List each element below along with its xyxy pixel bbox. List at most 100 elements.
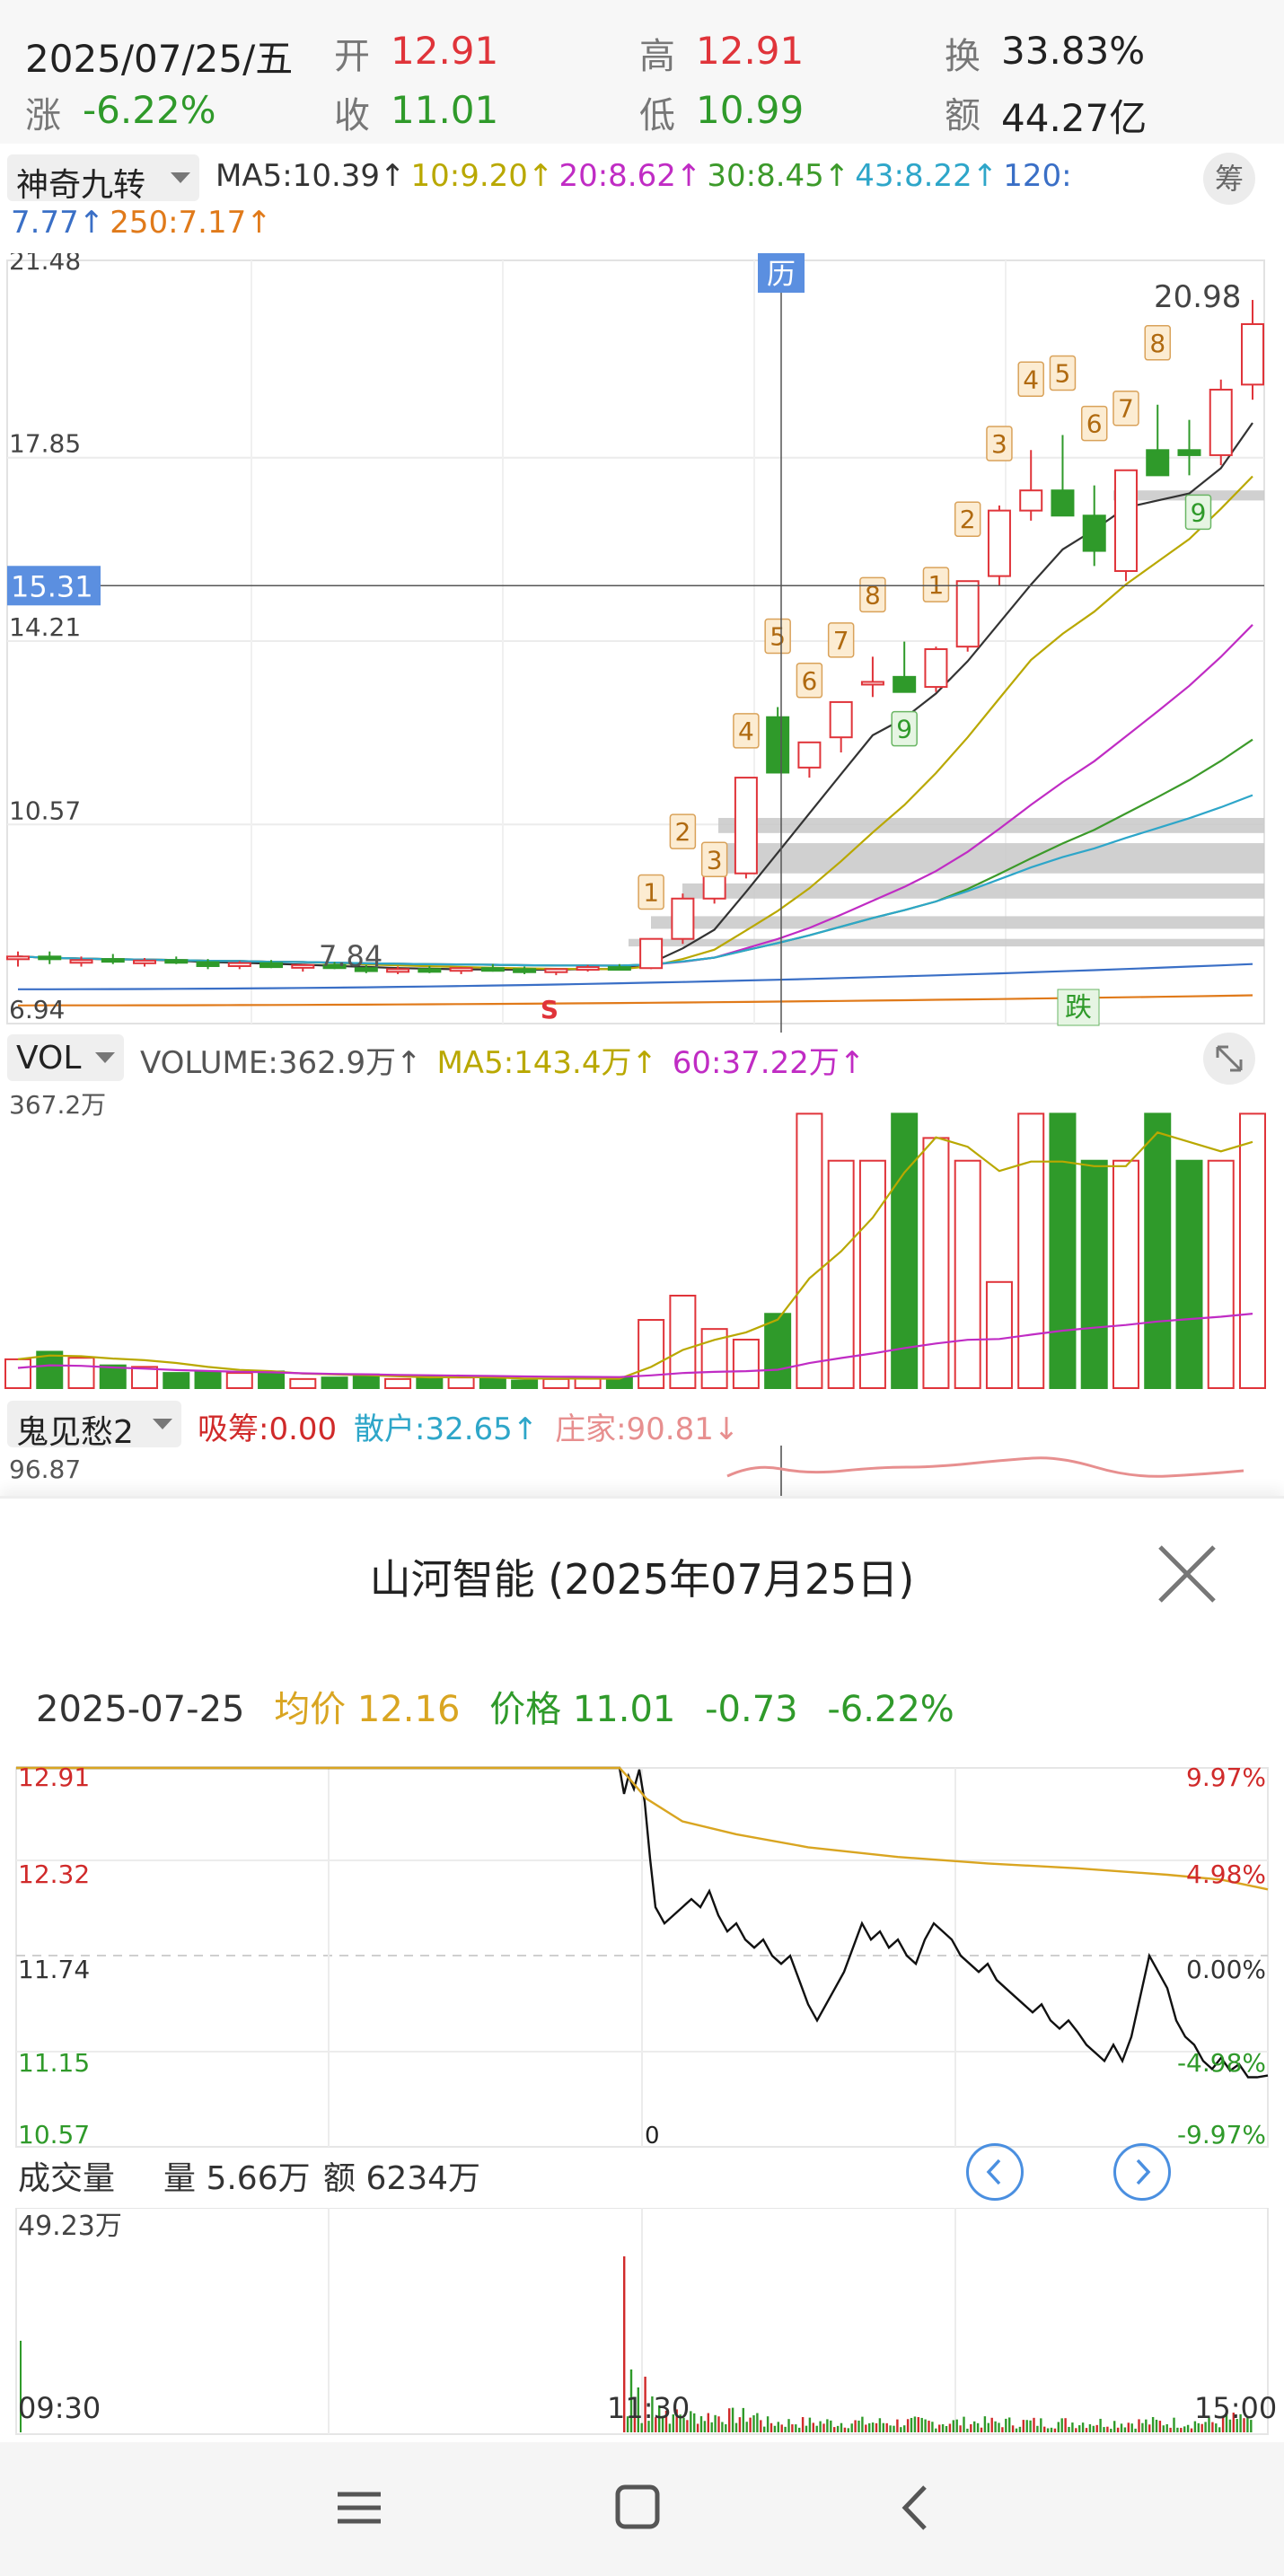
intraday-left-label-1: 12.32 — [18, 1859, 90, 1889]
iv-bar-141 — [1116, 2427, 1120, 2432]
vol-name: VOL — [16, 1040, 82, 1077]
iv-bar-83 — [913, 2416, 917, 2432]
nine-count-text-16: 8 — [1149, 329, 1165, 358]
prev-day-button[interactable] — [966, 2143, 1024, 2201]
back-button[interactable] — [880, 2476, 952, 2539]
iv-bar-58 — [826, 2419, 829, 2432]
intraday-left-label-2: 11.74 — [18, 1955, 90, 1984]
third-indicator-selector[interactable]: 鬼见愁2 — [7, 1401, 181, 1451]
iv-bar-56 — [819, 2421, 822, 2432]
iv-bar-146 — [1134, 2428, 1137, 2432]
vol-selector[interactable]: VOL — [7, 1034, 124, 1081]
volume-bar-13 — [416, 1376, 444, 1390]
iv-bar-121 — [1046, 2428, 1050, 2432]
low-value: 10.99 — [696, 88, 805, 132]
iv-bar-open — [20, 2341, 22, 2432]
iv-bar-76 — [889, 2425, 892, 2432]
candle-body-8 — [259, 962, 284, 969]
intraday-volume-grid — [15, 2208, 1269, 2435]
volume-bar-37 — [1175, 1159, 1203, 1389]
iv-bar-120 — [1043, 2426, 1046, 2432]
iv-bar-34 — [742, 2407, 744, 2432]
ma-value-4: 43:8.22↑ — [855, 158, 998, 194]
iv-bar-33 — [738, 2417, 742, 2432]
intraday-zero-mark: 0 — [645, 2123, 660, 2150]
iv-bar-106 — [994, 2421, 997, 2432]
iv-bar-161 — [1186, 2424, 1190, 2432]
nine-count-box-15 — [1113, 390, 1139, 426]
iv-bar-67 — [857, 2420, 860, 2432]
next-day-button[interactable] — [1113, 2143, 1171, 2201]
intraday-volume-bars — [20, 2256, 1253, 2432]
home-button[interactable] — [602, 2476, 673, 2539]
iv-bar-149 — [1145, 2419, 1148, 2432]
vol-values: VOLUME:362.9万↑ MA5:143.4万↑ 60:37.22万↑ — [140, 1038, 865, 1082]
iv-bar-152 — [1155, 2419, 1158, 2432]
iv-bar-23 — [703, 2421, 707, 2432]
iv-bar-166 — [1204, 2422, 1207, 2432]
iv-bar-104 — [987, 2422, 989, 2432]
menu-button[interactable] — [323, 2476, 395, 2539]
iv-bar-17 — [682, 2417, 685, 2432]
amount-value: 44.27亿 — [1001, 96, 1148, 140]
volume-bar-9 — [289, 1377, 317, 1390]
nine-count-text-5: 6 — [801, 666, 817, 696]
iv-bar-57 — [822, 2423, 825, 2432]
intraday-price-chart[interactable]: 12.91 12.32 11.74 11.15 10.57 9.97% 4.98% 0.00%… — [0, 1759, 1284, 2154]
nine-count-box-3 — [733, 713, 760, 749]
iv-bar-27 — [717, 2416, 720, 2432]
iv-bar-26 — [714, 2414, 717, 2432]
nine-count-text-0: 1 — [643, 878, 659, 908]
iv-bar-126 — [1064, 2418, 1067, 2432]
iv-bar-136 — [1099, 2418, 1102, 2432]
volume-bar-8 — [258, 1370, 286, 1389]
iv-bar-124 — [1057, 2422, 1060, 2432]
volume-bar-6 — [194, 1370, 222, 1389]
candle-body-2 — [69, 959, 93, 964]
iv-bar-70 — [868, 2422, 871, 2432]
iv-bar-52 — [805, 2425, 808, 2432]
iv-bar-157 — [1173, 2417, 1175, 2432]
ma-line-250 — [17, 994, 1253, 1007]
iv-bar-135 — [1095, 2424, 1098, 2432]
iv-bar-5 — [640, 2422, 643, 2432]
fall-mark-bg — [1057, 989, 1100, 1026]
chip-zone-4 — [718, 817, 1264, 833]
volume-bar-14 — [447, 1376, 475, 1389]
nine-count-text-3: 4 — [738, 717, 754, 746]
low-price-label: 7.84 — [319, 939, 383, 973]
volume-bar-25 — [796, 1112, 823, 1389]
iv-bar-63 — [843, 2427, 847, 2432]
volume-bar-16 — [511, 1379, 539, 1390]
nine-count-text-2: 3 — [707, 845, 723, 875]
change-value: -6.22% — [83, 88, 216, 132]
indicator-selector[interactable]: 神奇九转 — [7, 154, 199, 204]
chip-zone-3 — [709, 843, 1264, 874]
expand-icon[interactable] — [1203, 1033, 1255, 1085]
volume-bar-29 — [922, 1137, 950, 1389]
close-button[interactable] — [1151, 1538, 1223, 1610]
iv-bar-32 — [734, 2422, 738, 2432]
change-label: 涨 — [25, 95, 61, 136]
iv-bar-117 — [1033, 2417, 1035, 2432]
iv-bar-125 — [1060, 2418, 1063, 2432]
candle-body-39 — [1241, 322, 1264, 386]
price-label-5: 6.94 — [9, 995, 65, 1024]
price-value: 11.01 — [572, 1689, 676, 1730]
iv-bar-94 — [952, 2420, 954, 2432]
candle-body-16 — [513, 968, 537, 973]
iv-bar-1 — [626, 2416, 629, 2432]
nine-count-box-1 — [669, 813, 697, 849]
iv-bar-122 — [1050, 2427, 1053, 2432]
iv-bar-43 — [773, 2425, 777, 2432]
intraday-title: 山河智能 (2025年07月25日) — [369, 1555, 915, 1604]
price-axis-labels: 21.48 17.85 15.31 14.21 10.57 6.94 20.98 7.84 S 跌 — [7, 253, 1241, 1026]
chip-distribution-button[interactable]: 筹 — [1203, 153, 1255, 205]
iv-bar-9 — [655, 2417, 657, 2432]
iv-bar-175 — [1236, 2419, 1238, 2432]
iv-bar-95 — [955, 2419, 958, 2432]
iv-bar-162 — [1190, 2428, 1193, 2432]
iv-bar-108 — [1001, 2427, 1004, 2432]
iv-bar-148 — [1141, 2422, 1144, 2432]
